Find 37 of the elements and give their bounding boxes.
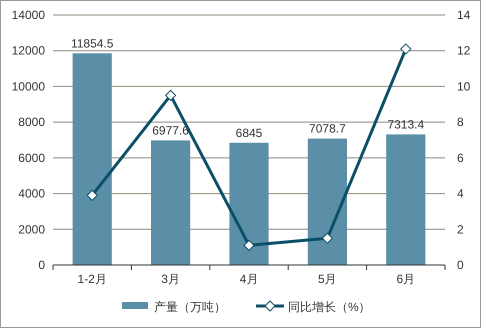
bar bbox=[308, 138, 347, 265]
point bbox=[86, 190, 98, 201]
y-tick-label: 10000 bbox=[12, 79, 46, 94]
data-label: 6977.6 bbox=[152, 123, 190, 138]
bar bbox=[386, 134, 426, 265]
y2-tick-label: 14 bbox=[457, 8, 471, 22]
bar bbox=[151, 140, 190, 265]
y-tick-label: 4000 bbox=[18, 186, 46, 201]
y2-tick-label: 12 bbox=[457, 44, 471, 58]
point bbox=[244, 240, 254, 251]
y2-tick-label: 4 bbox=[457, 186, 464, 201]
y-tick-label: 12000 bbox=[12, 44, 46, 58]
y2-tick-label: 10 bbox=[457, 79, 471, 94]
y-tick-label: 14000 bbox=[12, 8, 46, 22]
x-tick-label: 1-2月 bbox=[78, 272, 107, 286]
point bbox=[322, 232, 333, 244]
bar bbox=[229, 142, 269, 265]
x-tick-label: 3月 bbox=[161, 272, 180, 286]
y-tick-label: 0 bbox=[38, 258, 46, 272]
legend-label: 同比增长（%） bbox=[288, 300, 371, 314]
data-label: 11854.5 bbox=[70, 36, 114, 50]
x-tick-label: 5月 bbox=[318, 272, 337, 286]
y2-tick-label: 6 bbox=[457, 150, 464, 165]
bar bbox=[72, 53, 112, 265]
y2-tick-label: 2 bbox=[457, 222, 464, 236]
y-tick-label: 6000 bbox=[18, 150, 46, 165]
y2-tick-label: 0 bbox=[457, 258, 464, 272]
legend-label: 产量（万吨） bbox=[154, 300, 226, 314]
x-tick-label: 4月 bbox=[240, 272, 258, 286]
data-label: 7078.7 bbox=[309, 122, 346, 136]
y2-tick-label: 8 bbox=[457, 115, 464, 130]
point bbox=[400, 43, 412, 54]
y-tick-label: 8000 bbox=[18, 115, 46, 130]
x-tick-label: 6月 bbox=[396, 272, 416, 286]
point bbox=[165, 90, 176, 101]
y-tick-label: 2000 bbox=[18, 222, 46, 236]
data-label: 6845 bbox=[236, 126, 263, 140]
